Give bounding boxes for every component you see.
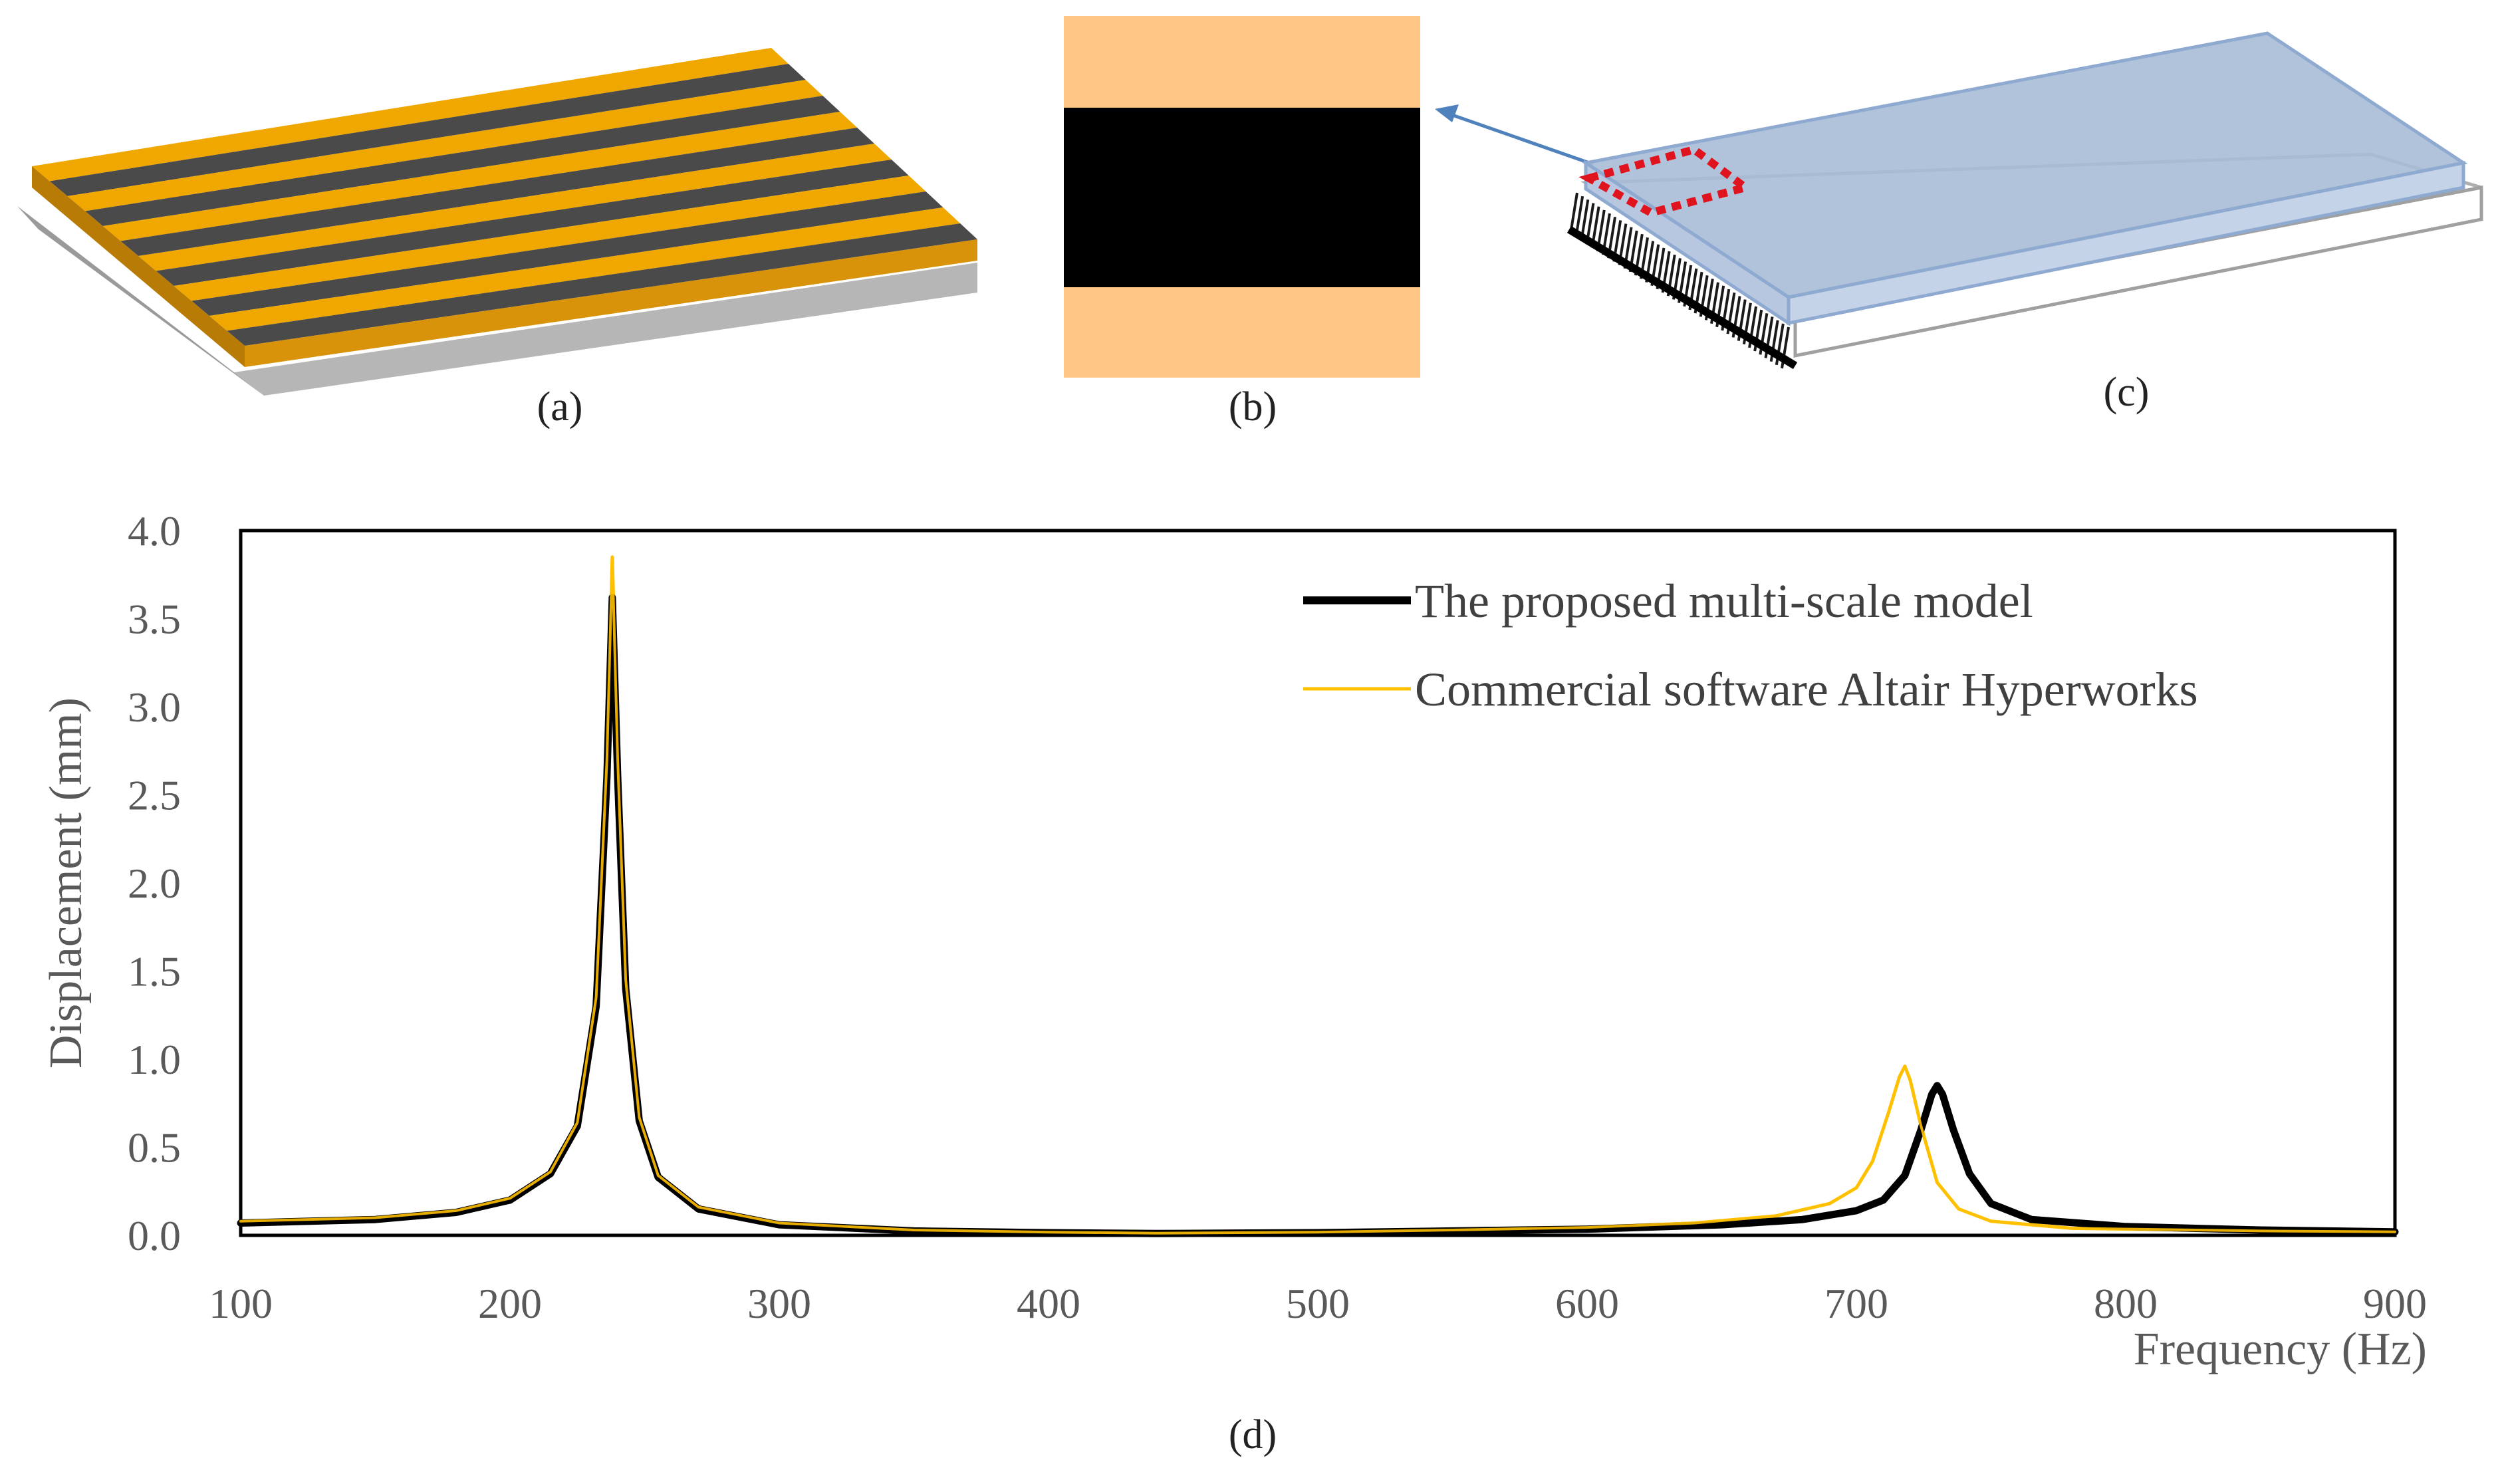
plate-a-stripe: [156, 160, 909, 286]
plate-a-front-edge: [245, 239, 977, 367]
plate-a-stripe: [191, 191, 943, 316]
series-layer: [237, 555, 2399, 1237]
plate-a-stripe: [49, 64, 806, 196]
panel-a-plate-illustration: [17, 48, 977, 396]
plate-a-stripe: [32, 48, 789, 182]
unit-cell-top-layer: [1064, 16, 1420, 108]
plate-a-stripe: [120, 128, 874, 256]
y-tick-label: 3.5: [128, 596, 181, 643]
plate-a-base-front: [234, 263, 977, 396]
series-line-hyperworks-overlay: [239, 555, 2396, 1235]
panel-c-plate-illustration: [1566, 31, 2483, 370]
legend-label-proposed: The proposed multi-scale model: [1415, 574, 2033, 628]
plate-a-stripes: [32, 48, 977, 346]
unit-cell-bottom-layer: [1064, 287, 1420, 378]
plate-a-stripe: [174, 176, 926, 301]
selection-marker: [1578, 145, 1755, 217]
plate-a-stripe: [209, 207, 961, 331]
x-tick-label: 600: [1555, 1280, 1619, 1327]
x-tick-label: 400: [1017, 1280, 1080, 1327]
y-axis-ticks: 0.0 0.5 1.0 1.5 2.0 2.5 3.0 3.5 4.0: [128, 507, 181, 1259]
plate-a-stripe: [227, 223, 977, 346]
plate-a-left-edge: [32, 166, 245, 367]
x-tick-label: 700: [1824, 1280, 1888, 1327]
y-tick-label: 0.5: [128, 1124, 181, 1172]
y-tick-label: 4.0: [128, 507, 181, 555]
y-tick-label: 3.0: [128, 683, 181, 731]
x-axis-title: Frequency (Hz): [2134, 1324, 2427, 1375]
panel-c-label: (c): [2104, 370, 2150, 415]
plate-a-stripe: [102, 112, 858, 241]
plot-area-frame: [239, 529, 2397, 1237]
y-tick-label: 1.0: [128, 1036, 181, 1083]
x-tick-label: 100: [209, 1280, 273, 1327]
zoom-arrow: [1435, 104, 1594, 166]
panel-b-unit-cell: [1064, 16, 1420, 378]
plate-a-stripe: [138, 144, 892, 271]
y-tick-label: 0.0: [128, 1212, 181, 1259]
plate-a-stripe: [85, 96, 840, 226]
x-tick-label: 200: [478, 1280, 542, 1327]
legend: The proposed multi-scale model Commercia…: [1303, 574, 2198, 716]
x-tick-label: 300: [747, 1280, 811, 1327]
y-tick-label: 2.0: [128, 860, 181, 907]
frequency-response-chart: 0.0 0.5 1.0 1.5 2.0 2.5 3.0 3.5 4.0 100 200 300 400…: [41, 507, 2427, 1375]
x-tick-label: 900: [2363, 1280, 2427, 1327]
y-tick-label: 2.5: [128, 772, 181, 819]
x-tick-label: 500: [1286, 1280, 1350, 1327]
panel-a-label: (a): [537, 384, 583, 430]
legend-label-hyperworks: Commercial software Altair Hyperworks: [1415, 663, 2198, 716]
plate-a-stripe: [67, 80, 823, 211]
y-tick-label: 1.5: [128, 948, 181, 995]
unit-cell-core-layer: [1064, 108, 1420, 287]
y-axis-title: Displacement (mm): [41, 697, 92, 1068]
panel-d-label: (d): [1229, 1412, 1277, 1457]
x-tick-label: 800: [2094, 1280, 2158, 1327]
clamp-bar: [1566, 225, 1798, 370]
x-axis-ticks: 100 200 300 400 500 600 700 800 900: [209, 1280, 2427, 1327]
panel-b-label: (b): [1229, 384, 1277, 430]
plate-a-base-side: [17, 206, 264, 396]
